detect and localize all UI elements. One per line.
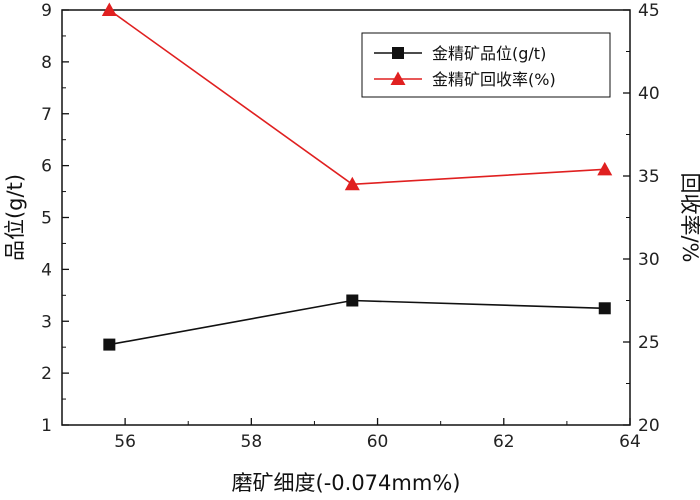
legend-marker [392,47,404,59]
data-point [103,338,116,351]
x-tick-label: 64 [619,432,641,452]
y-left-tick-label: 3 [41,312,52,332]
x-tick-label: 62 [493,432,515,452]
y-left-tick-label: 1 [41,416,52,436]
y-left-tick-label: 8 [41,53,52,73]
y-right-tick-label: 30 [638,250,660,270]
y-axis-right: 20 25 30 35 40 45 [623,1,660,436]
y-left-tick-label: 7 [41,105,52,125]
series-triangle [101,2,613,191]
y-left-tick-label: 6 [41,157,52,177]
y-right-tick-label: 20 [638,416,660,436]
data-point [346,294,359,307]
data-point [597,161,613,176]
legend-box [361,32,611,98]
y-left-tick-label: 5 [41,209,52,229]
data-point [598,302,611,315]
y-axis-left-title: 品位(g/t) [3,174,27,261]
x-tick-label: 60 [367,432,389,452]
y-left-tick-label: 2 [41,364,52,384]
x-axis-title: 磨矿细度(-0.074mm%) [232,471,461,495]
legend-entry: 金精矿回收率(%) [374,70,556,89]
y-left-tick-label: 9 [41,1,52,21]
data-point [344,176,360,191]
y-axis-right-title: 回收率/% [678,172,700,262]
legend-label: 金精矿品位(g/t) [432,44,546,63]
y-right-tick-label: 25 [638,333,660,353]
data-point [101,2,117,16]
y-right-tick-label: 35 [638,167,660,187]
y-right-tick-label: 45 [638,1,660,21]
series-line [109,299,605,346]
y-right-tick-label: 40 [638,84,660,104]
y-left-tick-label: 4 [41,260,52,280]
x-tick-label: 56 [114,432,136,452]
legend: 金精矿品位(g/t) 金精矿回收率(%) [361,32,611,98]
y-axis-left: 1 2 3 4 5 6 7 8 9 [41,1,69,436]
legend-entry: 金精矿品位(g/t) [374,44,546,63]
series-square [103,294,611,351]
legend-label: 金精矿回收率(%) [432,70,556,89]
series-layer [101,2,613,351]
x-tick-label: 58 [241,432,263,452]
legend-marker [390,71,406,85]
x-axis: 56 58 60 62 64 [61,418,641,452]
